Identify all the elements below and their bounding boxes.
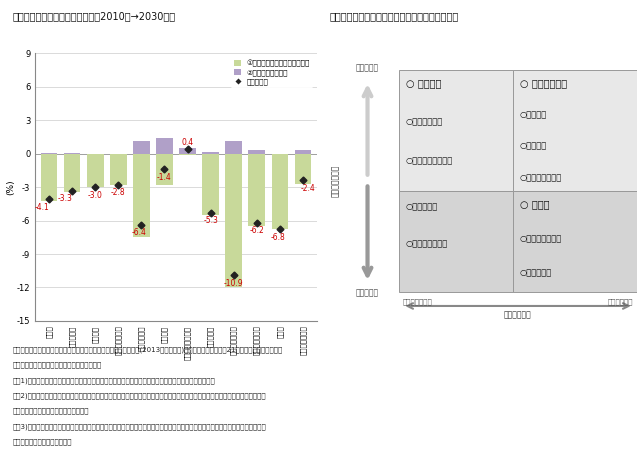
Text: 注　2)二人以上世帯の数が仮に一定だとしても世帯人員数が減少すれば消費額は減少する。この推計においてはこの世帯人員数の減: 注 2)二人以上世帯の数が仮に一定だとしても世帯人員数が減少すれば消費額は減少す… (13, 392, 266, 399)
Bar (271, 154, 288, 230)
Text: -6.4: -6.4 (132, 228, 147, 238)
Text: 注　1)物販の品目別の消費額については統計表の中から物販と思われるもののみ抽出して集計している。: 注 1)物販の品目別の消費額については統計表の中から物販と思われるもののみ抽出し… (13, 377, 216, 384)
Text: -1.4: -1.4 (157, 173, 172, 182)
Text: 人口動態の影響: 人口動態の影響 (332, 164, 340, 197)
Bar (156, 138, 173, 154)
Bar (248, 150, 265, 154)
Bar (179, 148, 196, 154)
Legend: ①人口減少・単身化による要因, ②高齢化による要因, 消費額増減: ①人口減少・単身化による要因, ②高齢化による要因, 消費額増減 (231, 57, 313, 88)
Bar (133, 154, 150, 237)
Bar (513, 191, 637, 292)
Bar (294, 150, 311, 154)
Text: 受けにくい: 受けにくい (356, 63, 379, 73)
Text: ○ 物販計: ○ 物販計 (520, 199, 549, 209)
Text: ○（日用品）: ○（日用品） (406, 202, 438, 211)
Text: -6.8: -6.8 (270, 233, 285, 242)
Text: ○（教養娯楽関連）: ○（教養娯楽関連） (406, 156, 452, 165)
Bar (179, 154, 196, 155)
Bar (133, 141, 150, 154)
Bar (225, 154, 242, 287)
Text: ○（家具・寝具）: ○（家具・寝具） (520, 173, 562, 182)
Text: ○ 外食支出: ○ 外食支出 (406, 78, 441, 88)
Text: 高齢化の影響: 高齢化の影響 (504, 310, 532, 319)
Text: ○（被服・靴）: ○（被服・靴） (406, 117, 443, 126)
Text: ○ サービス支出: ○ サービス支出 (520, 78, 566, 88)
Bar (156, 154, 173, 185)
Text: -5.3: -5.3 (203, 216, 218, 225)
Text: 図表３．消費の変化と要因分解（2010年→2030年）: 図表３．消費の変化と要因分解（2010年→2030年） (13, 12, 176, 22)
Bar (225, 141, 242, 154)
Text: ○（食料品）: ○（食料品） (520, 268, 552, 278)
Text: ○（家電）: ○（家電） (520, 142, 547, 151)
Y-axis label: (%): (%) (6, 179, 15, 195)
Text: -3.0: -3.0 (88, 191, 102, 199)
Bar (41, 154, 58, 200)
Text: て図表４で整理している。: て図表４で整理している。 (13, 438, 72, 445)
Bar (64, 154, 81, 192)
Text: -2.4: -2.4 (300, 184, 315, 193)
Text: -6.2: -6.2 (250, 226, 264, 235)
Bar (202, 154, 219, 215)
Text: ○（自動車関連）: ○（自動車関連） (406, 239, 448, 249)
Text: -10.9: -10.9 (224, 279, 243, 287)
Text: 少効果も繰り込んで算出している。: 少効果も繰り込んで算出している。 (13, 408, 90, 414)
Text: 0.4: 0.4 (182, 138, 194, 147)
Text: ○（書籍）: ○（書籍） (520, 110, 547, 119)
Text: -3.3: -3.3 (58, 194, 73, 203)
Bar (399, 70, 513, 191)
Text: 受けやすい: 受けやすい (356, 289, 379, 298)
Text: ○（医薬品関連）: ○（医薬品関連） (520, 234, 562, 243)
Bar (110, 154, 127, 185)
Bar (513, 70, 637, 191)
Text: -2.8: -2.8 (111, 188, 125, 197)
Bar (87, 154, 104, 187)
Bar (399, 191, 513, 292)
Text: もとに三井住友トラスト基礎研究所が推計: もとに三井住友トラスト基礎研究所が推計 (13, 362, 102, 368)
Text: プラスの影響: プラスの影響 (608, 298, 634, 305)
Bar (202, 152, 219, 154)
Text: マイナスの影響: マイナスの影響 (403, 298, 432, 305)
Text: 注　3)人口動態の影響については、全ての品目でマイナスの影響を受けるが、受けにくい品目上位７つを影響を受けにくい品目とし: 注 3)人口動態の影響については、全ての品目でマイナスの影響を受けるが、受けにく… (13, 423, 266, 430)
Text: 図表４．各品目における人口動態・高齢化の影響: 図表４．各品目における人口動態・高齢化の影響 (330, 12, 459, 22)
Bar (64, 153, 81, 154)
Bar (248, 154, 265, 226)
Bar (41, 153, 58, 154)
Text: -4.1: -4.1 (35, 203, 49, 212)
Bar (294, 154, 311, 184)
Text: 出所）国立社会保障・人口問題研究所「日本の世帯数の将来推計」(2013年１月推計)、総務省統計局「平成21年全国消費実態調査」を: 出所）国立社会保障・人口問題研究所「日本の世帯数の将来推計」(2013年１月推計… (13, 346, 283, 353)
